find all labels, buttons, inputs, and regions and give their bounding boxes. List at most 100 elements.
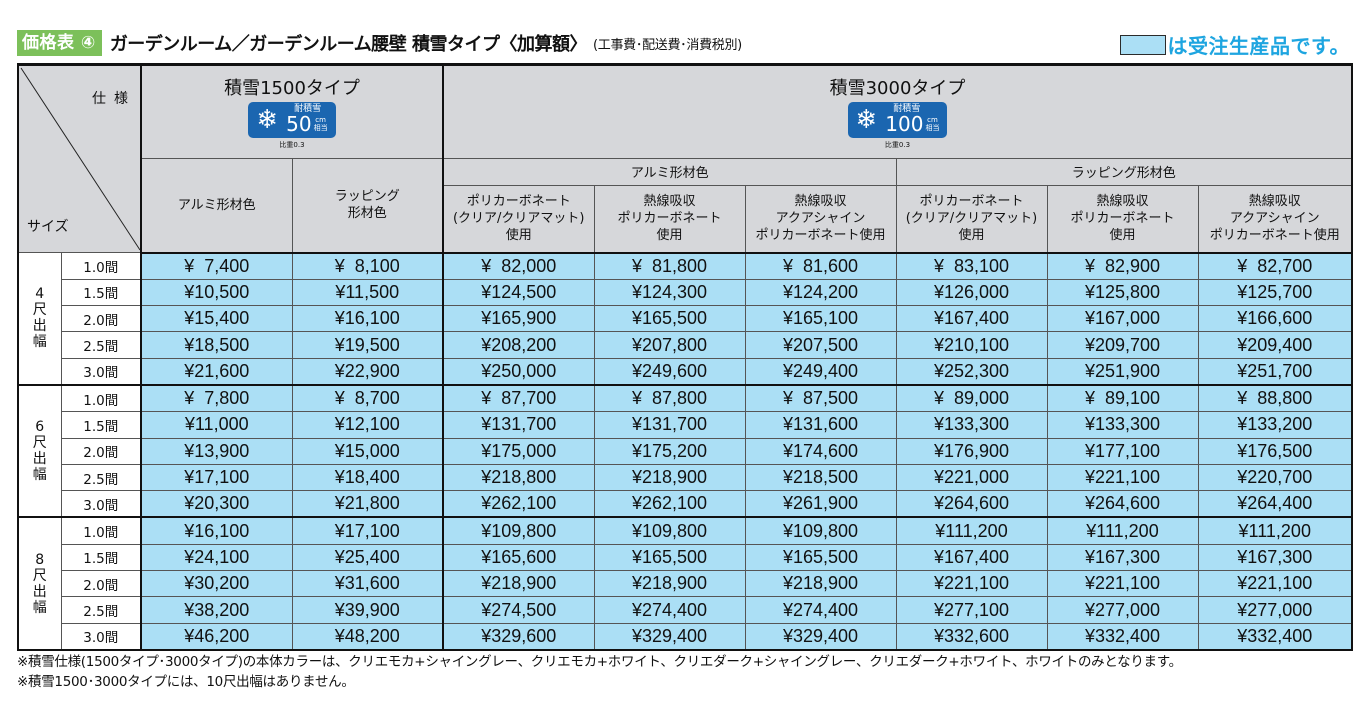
- width-label-char: 出: [32, 583, 47, 600]
- price-cell: ¥39,900: [291, 596, 444, 624]
- price-value: ¥264,600: [933, 493, 1010, 514]
- price-value: ¥167,300: [1084, 546, 1161, 567]
- price-value: ¥124,300: [631, 281, 708, 302]
- price-cell: ¥274,400: [593, 596, 746, 624]
- footnote-10shaku: ※積雪1500･3000タイプには、10尺出幅はありません。: [17, 674, 355, 690]
- price-cell: ¥24,100: [140, 543, 293, 572]
- price-cell: ¥131,700: [593, 411, 746, 439]
- size-value: 1.0間: [83, 525, 119, 542]
- snowflake-icon: ❄: [855, 104, 878, 135]
- price-cell: ¥218,500: [744, 463, 897, 492]
- size-value: 2.5間: [83, 471, 119, 488]
- price-cell: ¥167,300: [1197, 543, 1353, 572]
- price-value: ¥11,500: [335, 281, 400, 302]
- size-cell: 1.0間: [60, 516, 142, 545]
- column-header-line: 熱線吸収: [794, 194, 847, 209]
- column-header-line: 熱線吸収: [1248, 194, 1301, 209]
- price-value: ¥207,800: [631, 334, 708, 355]
- column-header-line: 熱線吸収: [643, 194, 696, 209]
- subgroup-wrapping: ラッピング形材色: [895, 158, 1353, 186]
- price-cell: ¥30,200: [140, 570, 293, 598]
- price-cell: ¥274,500: [442, 596, 595, 624]
- price-cell: ¥165,600: [442, 543, 595, 572]
- table-row: 1.5間 ¥10,500 ¥11,500 ¥124,500 ¥124,300 ¥124,2…: [18, 278, 1353, 307]
- price-value: ¥125,700: [1237, 281, 1313, 302]
- legend-swatch: [1119, 34, 1166, 55]
- snow-unit-equivalent: 相当: [925, 124, 940, 132]
- price-value: ¥165,500: [782, 546, 859, 567]
- price-cell: ¥218,900: [593, 463, 746, 492]
- price-value: ¥18,500: [184, 334, 250, 355]
- price-cell: ¥46,200: [140, 622, 293, 651]
- price-value: ¥218,900: [631, 573, 708, 594]
- price-cell: ¥249,400: [744, 357, 897, 386]
- price-value: ¥277,000: [1084, 599, 1161, 620]
- table-row: 6 尺出幅 1.0間 ¥ 7,800 ¥ 8,700 ¥ 87,700 ¥ 87,800 ¥ …: [17, 384, 1353, 519]
- price-cell: ¥221,100: [1197, 570, 1353, 598]
- price-value: ¥38,200: [184, 599, 250, 620]
- price-cell: ¥218,900: [744, 570, 897, 598]
- snow-load-label: 耐積雪: [294, 104, 322, 114]
- price-cell: ¥332,600: [895, 622, 1048, 651]
- price-cell: ¥111,200: [895, 516, 1048, 545]
- snow-load-value: 100: [885, 112, 924, 136]
- price-cell: ¥329,400: [744, 622, 897, 651]
- price-cell: ¥133,300: [1046, 411, 1199, 439]
- price-cell: ¥124,500: [442, 278, 595, 307]
- price-cell: ¥329,600: [442, 622, 595, 651]
- price-cell: ¥31,600: [291, 570, 444, 598]
- price-cell: ¥109,800: [442, 516, 595, 545]
- size-value: 2.5間: [83, 339, 119, 356]
- footnotes: ※積雪仕様(1500タイプ･3000タイプ)の本体カラーは、クリエモカ+シャイン…: [17, 652, 1182, 692]
- size-cell: 3.0間: [60, 622, 142, 651]
- price-value: ¥329,400: [631, 625, 708, 646]
- price-value: ¥111,200: [1238, 520, 1311, 541]
- price-cell: ¥21,800: [291, 490, 444, 519]
- tax-note: (工事費･配送費･消費税別): [593, 37, 742, 53]
- price-cell: ¥218,900: [442, 570, 595, 598]
- price-cell: ¥209,700: [1046, 331, 1199, 359]
- price-cell: ¥167,300: [1046, 543, 1199, 572]
- column-header: 熱線吸収 アクアシャイン ポリカーボネート使用: [1197, 184, 1353, 254]
- price-cell: ¥332,400: [1046, 622, 1199, 651]
- size-value: 3.0間: [83, 497, 119, 514]
- price-cell: ¥ 87,500: [744, 384, 897, 413]
- price-cell: ¥165,100: [744, 305, 897, 333]
- size-cell: 2.5間: [60, 331, 142, 359]
- price-cell: ¥264,600: [1046, 490, 1199, 519]
- price-value: ¥167,400: [933, 308, 1010, 329]
- price-cell: ¥175,000: [442, 437, 595, 465]
- diagonal-divider: [20, 67, 141, 251]
- price-value: ¥124,200: [782, 281, 859, 302]
- price-value: ¥133,200: [1237, 414, 1313, 435]
- price-cell: ¥111,200: [1197, 516, 1353, 545]
- price-value: ¥ 83,100: [933, 255, 1010, 276]
- column-header-line: ポリカーボネート: [617, 211, 722, 226]
- price-value: ¥251,700: [1237, 360, 1313, 381]
- price-value: ¥165,600: [481, 546, 557, 567]
- size-value: 3.0間: [83, 630, 119, 647]
- specific-gravity: 比重0.3: [884, 140, 911, 149]
- price-cell: ¥209,400: [1197, 331, 1353, 359]
- title-bar: 価格表 ④ ガーデンルーム／ガーデンルーム腰壁 積雪タイプ〈加算額〉 (工事費･…: [17, 30, 742, 56]
- column-header-line: 使用: [505, 228, 532, 243]
- column-header-line: ポリカーボネート: [919, 194, 1024, 209]
- price-cell: ¥176,900: [895, 437, 1048, 465]
- table-row: 1.5間 ¥11,000 ¥12,100 ¥131,700 ¥131,700 ¥131,6…: [18, 411, 1353, 439]
- price-value: ¥133,300: [1084, 414, 1161, 435]
- price-value: ¥ 82,700: [1237, 255, 1313, 276]
- price-value: ¥ 87,800: [631, 388, 708, 409]
- price-cell: ¥133,200: [1197, 411, 1353, 439]
- price-cell: ¥261,900: [744, 490, 897, 519]
- price-cell: ¥ 8,700: [291, 384, 444, 413]
- price-value: ¥13,900: [184, 440, 250, 461]
- price-value: ¥111,200: [1086, 520, 1159, 541]
- price-value: ¥ 81,800: [631, 255, 708, 276]
- price-cell: ¥18,400: [291, 463, 444, 492]
- width-label-char: 幅: [32, 599, 47, 616]
- column-header: ラッピング 形材色: [291, 158, 444, 254]
- price-value: ¥175,200: [631, 440, 708, 461]
- price-value: ¥220,700: [1237, 467, 1313, 488]
- price-value: ¥ 88,800: [1237, 388, 1313, 409]
- table-row: 3.0間 ¥21,600 ¥22,900 ¥250,000 ¥249,600 ¥249,4…: [18, 357, 1353, 386]
